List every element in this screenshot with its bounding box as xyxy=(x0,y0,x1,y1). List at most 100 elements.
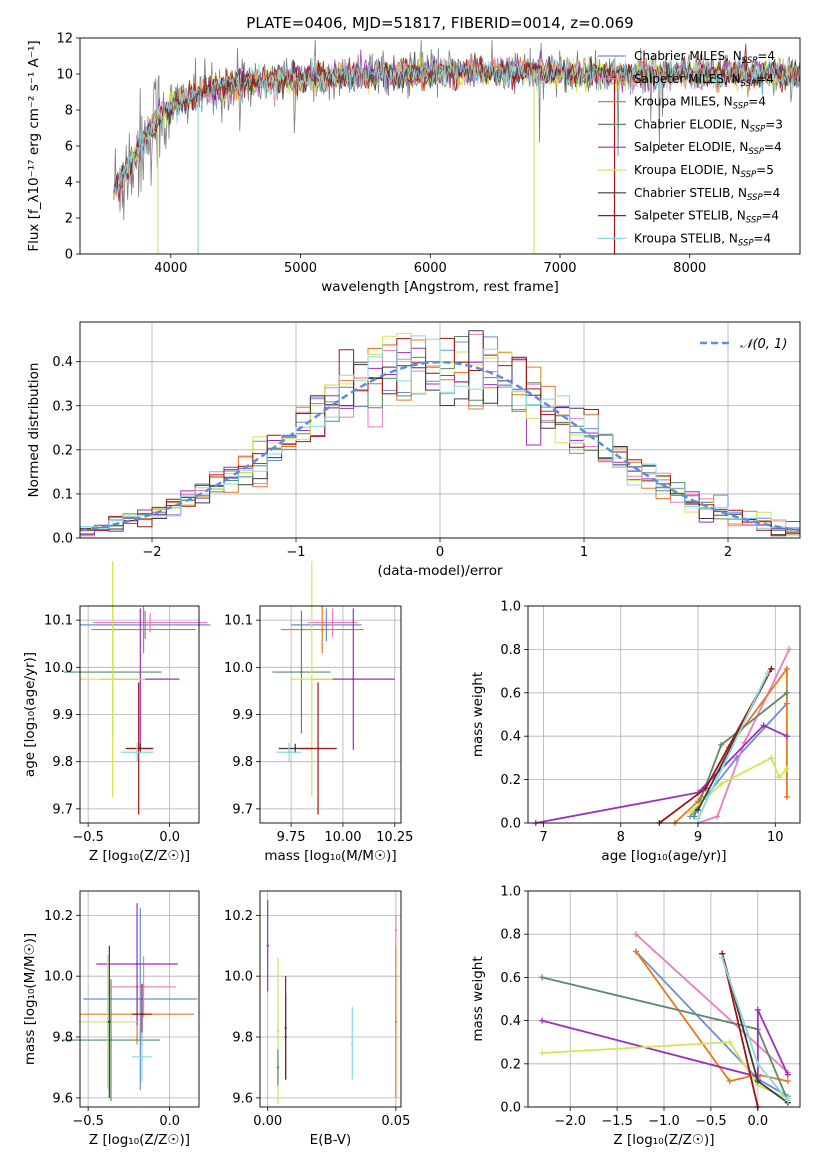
data-point xyxy=(331,621,334,624)
x-tick-label: −1 xyxy=(286,545,305,560)
data-point xyxy=(135,751,139,754)
series-marker xyxy=(718,780,725,787)
x-tick-label: 9.75 xyxy=(277,830,306,845)
x-tick-label: −0.5 xyxy=(72,1114,104,1129)
y-tick-label: 0.0 xyxy=(500,1101,521,1116)
x-tick-label: 10.00 xyxy=(324,830,361,845)
y-tick-label: 9.9 xyxy=(52,708,73,723)
legend-label: Chabrier MILES, NSSP=4 xyxy=(634,49,775,66)
y-tick-label: 4 xyxy=(65,176,73,191)
series-line xyxy=(635,950,788,1083)
data-point xyxy=(294,747,297,750)
x-axis-label: wavelength [Angstrom, rest frame] xyxy=(321,279,559,295)
x-tick-label: 8 xyxy=(617,830,625,845)
series-marker xyxy=(714,813,721,820)
y-tick-label: 10.1 xyxy=(44,614,73,629)
model-spectrum-line xyxy=(113,55,801,199)
series-marker xyxy=(632,931,639,938)
data-point xyxy=(300,670,303,674)
y-tick-label: 9.9 xyxy=(232,708,253,723)
data-point xyxy=(142,628,145,631)
chart-title: PLATE=0406, MJD=51817, FIBERID=0014, z=0… xyxy=(246,14,633,32)
data-point xyxy=(352,677,355,681)
data-point xyxy=(394,929,398,932)
x-tick-label: −2 xyxy=(142,545,161,560)
model-spectrum-line xyxy=(113,43,800,202)
data-point xyxy=(276,1066,280,1069)
legend-label: Kroupa ELODIE, NSSP=5 xyxy=(634,163,774,180)
data-point xyxy=(140,1055,144,1059)
y-tick-label: 10.0 xyxy=(44,661,73,676)
x-tick-label: 10 xyxy=(767,830,784,845)
y-tick-label: 0.2 xyxy=(52,443,73,458)
mass-weight-vs-age-panel: 7 8 9 10 0.0 0.2 0.4 0.6 0.8 1.0 age [log₁₀(age/yr… xyxy=(470,600,801,864)
x-tick-label: 0.05 xyxy=(381,1114,410,1129)
series-marker xyxy=(768,754,775,761)
x-tick-label: 2 xyxy=(724,545,732,560)
series-marker xyxy=(632,948,639,955)
data-point xyxy=(276,1029,280,1033)
x-tick-label: −1.5 xyxy=(601,1114,633,1129)
y-tick-label: 9.8 xyxy=(232,755,253,770)
y-axis-label: mass [log₁₀(M/M☉)] xyxy=(22,933,38,1065)
x-tick-label: 7 xyxy=(539,830,547,845)
y-tick-label: 9.7 xyxy=(232,802,253,817)
y-tick-label: 10.2 xyxy=(44,909,73,924)
series-marker xyxy=(764,670,771,677)
series-line xyxy=(542,1041,789,1100)
y-tick-label: 0.8 xyxy=(500,928,521,943)
x-tick-label: 10.25 xyxy=(376,830,413,845)
legend-label: 𝒩(0, 1) xyxy=(740,337,787,352)
series-marker xyxy=(783,765,790,772)
series-marker xyxy=(776,774,783,781)
gaussian-curve xyxy=(79,360,801,532)
series-marker xyxy=(754,1006,761,1013)
series-marker xyxy=(726,1078,733,1085)
x-tick-label: 6000 xyxy=(414,261,447,276)
age-vs-metallicity-panel: −0.5 0.0 9.7 9.8 9.9 10.0 10.1 Z [log₁₀(Z/Z☉)] a… xyxy=(22,561,211,864)
x-axis-label: Z [log₁₀(Z/Z☉)] xyxy=(89,1132,190,1148)
y-tick-label: 0 xyxy=(65,248,73,263)
series-marker xyxy=(539,974,546,981)
y-tick-label: 0.4 xyxy=(52,355,73,370)
x-tick-label: 0.0 xyxy=(159,830,180,845)
data-point xyxy=(316,747,320,750)
series-marker xyxy=(754,1078,761,1085)
series-line xyxy=(658,668,773,824)
y-axis-label: Flux [f_λ10⁻¹⁷ erg cm⁻² s⁻¹ A⁻¹] xyxy=(26,40,42,251)
x-axis-label: Z [log₁₀(Z/Z☉)] xyxy=(613,1132,714,1148)
x-axis-label: Z [log₁₀(Z/Z☉)] xyxy=(89,848,190,864)
x-tick-label: −0.5 xyxy=(72,830,104,845)
series-marker xyxy=(691,813,698,820)
y-tick-label: 10.0 xyxy=(224,661,253,676)
series-marker xyxy=(784,1071,791,1078)
data-point xyxy=(325,623,328,627)
residuals-panel: 𝒩(0, 1) −2 −1 0 1 2 0.0 0.1 0.2 0.3 0.4 (data-model… xyxy=(26,321,801,579)
data-point xyxy=(321,628,324,631)
y-tick-label: 12 xyxy=(56,32,73,47)
y-tick-label: 9.6 xyxy=(52,1091,73,1106)
x-tick-label: 9 xyxy=(694,830,702,845)
axes-frame xyxy=(259,890,402,1108)
y-tick-label: 0.2 xyxy=(500,773,521,788)
y-tick-label: 1.0 xyxy=(500,600,521,615)
series-marker xyxy=(786,646,793,653)
x-tick-label: −0.5 xyxy=(695,1114,727,1129)
data-point xyxy=(142,985,145,989)
y-tick-label: 10.0 xyxy=(44,970,73,985)
y-tick-label: 0.6 xyxy=(500,686,521,701)
series-marker xyxy=(768,665,775,672)
series-marker xyxy=(695,806,701,813)
x-tick-label: −1.0 xyxy=(648,1114,680,1129)
y-tick-label: 10.2 xyxy=(224,909,253,924)
x-tick-label: 0.00 xyxy=(253,1114,282,1129)
spectrum-panel: PLATE=0406, MJD=51817, FIBERID=0014, z=0… xyxy=(26,14,801,295)
series-marker xyxy=(539,1017,546,1024)
data-point xyxy=(140,1013,144,1016)
y-tick-label: 9.8 xyxy=(52,755,73,770)
series-marker xyxy=(539,1050,546,1056)
series-marker xyxy=(783,689,790,696)
series-line xyxy=(541,1009,789,1078)
series-marker xyxy=(687,809,694,816)
y-tick-label: 10 xyxy=(56,68,73,83)
